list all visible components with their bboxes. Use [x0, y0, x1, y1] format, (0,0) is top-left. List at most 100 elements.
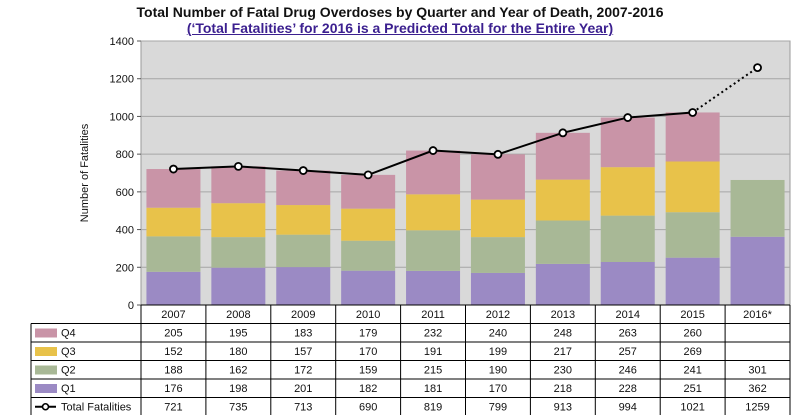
- x-tick-label: 2007: [161, 309, 185, 321]
- data-label: 218: [554, 383, 572, 395]
- data-label: 260: [683, 328, 701, 340]
- bar-q4: [600, 117, 655, 168]
- y-tick-label: 1200: [110, 74, 134, 86]
- total-point: [298, 166, 308, 175]
- bar-q3: [535, 179, 590, 221]
- bar-q3: [600, 167, 655, 216]
- bar-q1: [470, 272, 525, 305]
- data-label: 1259: [745, 402, 769, 414]
- total-point: [688, 108, 698, 117]
- bar-q2: [665, 212, 720, 258]
- x-tick-label: 2010: [356, 309, 380, 321]
- legend-label: Total Fatalities: [61, 402, 132, 414]
- data-label: 721: [164, 402, 182, 414]
- x-tick-label: 2014: [616, 309, 640, 321]
- bar-q4: [535, 132, 590, 180]
- data-label: 713: [294, 402, 312, 414]
- data-label: 257: [619, 346, 637, 358]
- data-label: 179: [359, 328, 377, 340]
- legend-label: Q2: [61, 365, 76, 377]
- data-label: 180: [229, 346, 247, 358]
- data-label: 152: [164, 346, 182, 358]
- bar-q3: [211, 203, 266, 238]
- data-label: 913: [554, 402, 572, 414]
- bar-q3: [146, 207, 201, 237]
- x-tick-label: 2015: [680, 309, 704, 321]
- bar-q2: [730, 179, 785, 237]
- data-label: 198: [229, 383, 247, 395]
- y-tick-label: 1000: [110, 111, 134, 123]
- bar-q2: [470, 237, 525, 273]
- bar-q4: [146, 169, 201, 208]
- data-label: 246: [619, 365, 637, 377]
- x-tick-label: 2008: [226, 309, 250, 321]
- bar-q1: [146, 271, 201, 305]
- bar-q3: [406, 194, 461, 231]
- data-label: 199: [489, 346, 507, 358]
- chart-subtitle: (‘Total Fatalities’ for 2016 is a Predic…: [186, 20, 614, 36]
- y-tick-label: 200: [116, 262, 134, 274]
- data-label: 201: [294, 383, 312, 395]
- data-label: 183: [294, 328, 312, 340]
- data-label: 1021: [680, 402, 704, 414]
- total-point: [753, 63, 762, 72]
- bar-q3: [470, 199, 525, 238]
- data-label: 195: [229, 328, 247, 340]
- legend-key-q2: [35, 365, 57, 375]
- bar-q2: [211, 237, 266, 268]
- bar-q2: [276, 234, 331, 268]
- bar-q2: [406, 230, 461, 271]
- legend-label: Q4: [61, 328, 76, 340]
- legend-key-q1: [35, 384, 57, 393]
- total-point: [428, 146, 438, 155]
- data-label: 994: [619, 402, 637, 414]
- data-label: 362: [748, 383, 766, 395]
- bar-q4: [665, 112, 720, 162]
- data-label: 241: [683, 365, 701, 377]
- bar-q2: [535, 220, 590, 264]
- x-tick-label: 2013: [551, 309, 575, 321]
- total-point: [233, 161, 243, 171]
- x-tick-label: 2011: [421, 309, 445, 321]
- data-label: 735: [229, 402, 247, 414]
- x-tick-label: 2012: [486, 309, 510, 321]
- data-label: 269: [683, 346, 701, 358]
- data-label: 190: [489, 365, 507, 377]
- y-axis-label: Number of Fatalities: [79, 123, 91, 222]
- data-label: 251: [683, 383, 701, 395]
- x-tick-label: 2009: [291, 309, 315, 321]
- bar-q1: [665, 257, 720, 305]
- data-label: 215: [424, 365, 442, 377]
- legend-label: Q3: [61, 346, 76, 358]
- y-tick-label: 600: [116, 187, 134, 199]
- data-label: 819: [424, 402, 442, 414]
- bar-q3: [665, 161, 720, 213]
- bar-q2: [146, 236, 201, 272]
- y-tick-label: 0: [128, 300, 134, 312]
- y-tick-label: 800: [116, 149, 134, 161]
- bar-q1: [211, 267, 266, 305]
- bar-q4: [276, 170, 331, 206]
- bar-q4: [341, 174, 396, 209]
- data-label: 205: [164, 328, 182, 340]
- data-label: 217: [554, 346, 572, 358]
- data-label: 176: [164, 383, 182, 395]
- total-point: [363, 170, 373, 180]
- legend-key-total-marker: [41, 402, 50, 411]
- bar-q1: [406, 270, 461, 305]
- data-label: 301: [748, 365, 766, 377]
- bar-q1: [535, 263, 590, 305]
- x-tick-label: 2016*: [743, 309, 772, 321]
- data-label: 799: [489, 402, 507, 414]
- total-point: [558, 128, 568, 138]
- data-label: 690: [359, 402, 377, 414]
- data-label: 188: [164, 365, 182, 377]
- bar-q1: [730, 236, 785, 305]
- data-label: 248: [554, 328, 572, 340]
- data-label: 240: [489, 328, 507, 340]
- bar-q3: [341, 208, 396, 241]
- bar-q4: [211, 166, 266, 204]
- bar-q1: [600, 262, 655, 305]
- bar-q2: [341, 240, 396, 271]
